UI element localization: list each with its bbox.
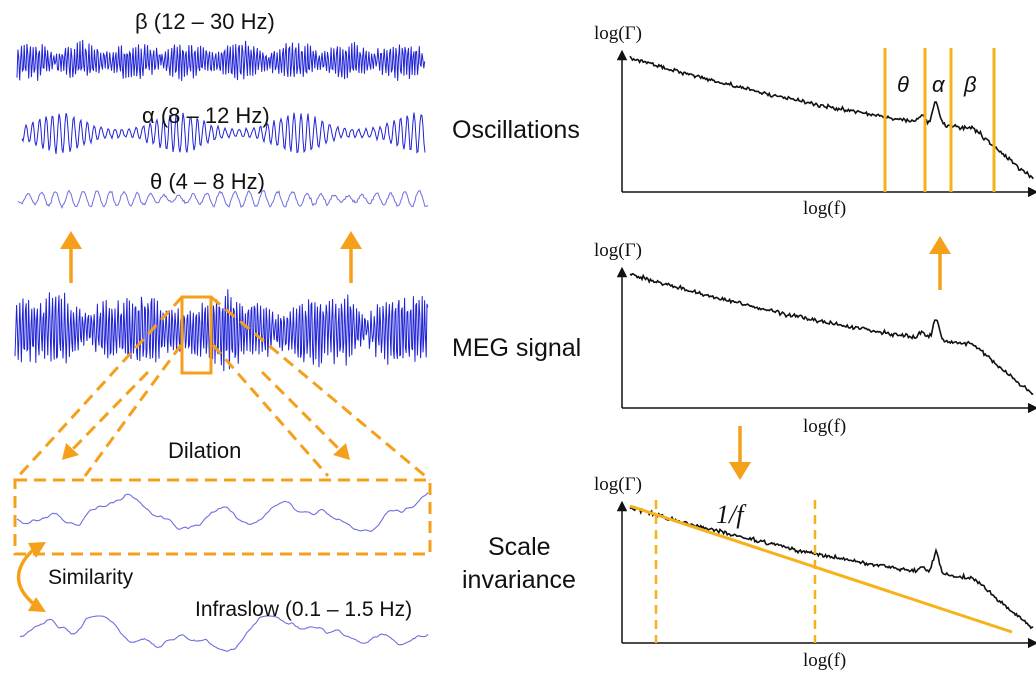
dilation-arrow-icon (260, 370, 350, 460)
meg-signal-label: MEG signal (452, 334, 581, 362)
theta-band-label: θ (4 – 8 Hz) (150, 169, 265, 194)
spectrum-scale-invariance: 1/f log(Γ) log(f) (594, 474, 1036, 671)
beta-band-tag: β (963, 72, 977, 97)
y-axis-label: log(Γ) (594, 474, 642, 495)
theta-signal (17, 189, 429, 209)
power-spectrum-line (629, 272, 1034, 396)
up-arrow-icon (340, 231, 362, 283)
up-arrow-icon (929, 236, 951, 290)
power-spectrum-line (629, 55, 1034, 180)
dilation-arrow-icon (62, 370, 150, 460)
dilation-cone (13, 295, 432, 556)
alpha-signal (21, 112, 426, 154)
scale-label: Scale (488, 533, 551, 561)
power-law-label: 1/f (716, 500, 747, 529)
alpha-band-tag: α (932, 72, 946, 97)
spectrum-meg: log(Γ) log(f) (594, 240, 1036, 437)
beta-signal (16, 39, 426, 82)
dilated-signal (16, 492, 429, 532)
x-axis-label: log(f) (803, 650, 846, 671)
y-axis-label: log(Γ) (594, 23, 642, 44)
dilation-label: Dilation (168, 438, 241, 463)
beta-band-label: β (12 – 30 Hz) (135, 9, 275, 34)
meg-signal-trace (14, 289, 429, 372)
similarity-arrow-icon (16, 542, 46, 612)
theta-band-tag: θ (897, 72, 909, 97)
invariance-label: invariance (462, 566, 576, 594)
zoom-window (180, 295, 213, 375)
similarity-label: Similarity (48, 566, 134, 589)
oscillations-label: Oscillations (452, 116, 580, 144)
power-spectrum-line (629, 506, 1034, 630)
alpha-band-label: α (8 – 12 Hz) (142, 103, 270, 128)
x-axis-label: log(f) (803, 416, 846, 437)
infraslow-label: Infraslow (0.1 – 1.5 Hz) (195, 598, 412, 621)
up-arrow-icon (60, 231, 82, 283)
spectrum-oscillations: θ α β log(Γ) log(f) (594, 23, 1036, 219)
infraslow-signal (19, 615, 429, 652)
power-law-fit-line (629, 504, 1013, 634)
down-arrow-icon (729, 426, 751, 480)
x-axis-label: log(f) (803, 198, 846, 219)
y-axis-label: log(Γ) (594, 240, 642, 261)
